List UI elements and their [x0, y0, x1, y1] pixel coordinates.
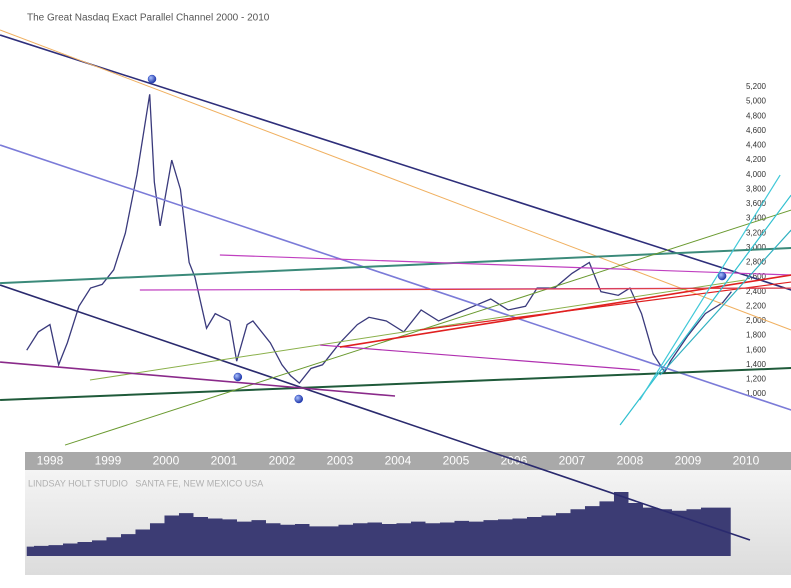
trend-line: [0, 29, 791, 331]
trend-line: [419, 281, 791, 331]
x-tick-label: 2003: [327, 454, 354, 468]
marker-dot: [294, 394, 304, 404]
volume-label: LINDSAY HOLT STUDIO SANTA FE, NEW MEXICO…: [28, 478, 263, 488]
y-tick-label: 1,800: [746, 331, 767, 340]
y-tick-label: 1,400: [746, 360, 767, 369]
x-tick-label: 2002: [269, 454, 296, 468]
trend-line: [0, 367, 791, 402]
trend-line: [0, 361, 396, 397]
chart-title: The Great Nasdaq Exact Parallel Channel …: [27, 13, 270, 24]
trend-line: [0, 34, 791, 291]
y-tick-label: 1,200: [746, 375, 767, 384]
x-tick-label: 2001: [211, 454, 238, 468]
trend-line: [64, 209, 791, 446]
y-tick-label: 4,800: [746, 111, 767, 120]
x-tick-label: 2004: [385, 454, 412, 468]
x-tick-label: 2008: [617, 454, 644, 468]
marker-dot: [147, 74, 157, 84]
y-tick-label: 2,400: [746, 287, 767, 296]
marker-dot: [717, 271, 727, 281]
x-tick-label: 2007: [559, 454, 586, 468]
price-line: [26, 94, 732, 384]
y-tick-label: 1,000: [746, 389, 767, 398]
trend-line: [0, 144, 791, 411]
y-tick-label: 5,200: [746, 82, 767, 91]
x-tick-label: 2010: [733, 454, 760, 468]
trend-line: [639, 174, 781, 401]
x-tick-label: 2009: [675, 454, 702, 468]
y-tick-label: 3,600: [746, 199, 767, 208]
y-tick-label: 4,000: [746, 170, 767, 179]
y-tick-label: 5,000: [746, 97, 767, 106]
volume-area: [26, 492, 731, 556]
trend-line: [0, 284, 751, 541]
y-tick-label: 4,400: [746, 141, 767, 150]
marker-dot: [233, 372, 243, 382]
x-tick-label: 2000: [153, 454, 180, 468]
x-axis-band: [25, 452, 791, 470]
y-tick-label: 3,400: [746, 214, 767, 223]
trend-line: [320, 344, 640, 371]
trend-line: [0, 247, 791, 285]
y-tick-label: 2,600: [746, 272, 767, 281]
x-tick-label: 1998: [37, 454, 64, 468]
x-tick-label: 2005: [443, 454, 470, 468]
trend-line: [659, 229, 791, 376]
y-tick-label: 3,000: [746, 243, 767, 252]
y-tick-label: 3,800: [746, 184, 767, 193]
y-tick-label: 4,600: [746, 126, 767, 135]
trend-line: [89, 279, 745, 381]
y-tick-label: 2,200: [746, 301, 767, 310]
y-tick-label: 1,600: [746, 345, 767, 354]
y-tick-label: 2,000: [746, 316, 767, 325]
x-tick-label: 1999: [95, 454, 122, 468]
y-tick-label: 3,200: [746, 228, 767, 237]
y-tick-label: 4,200: [746, 155, 767, 164]
y-tick-label: 2,800: [746, 258, 767, 267]
trend-line: [219, 254, 791, 276]
